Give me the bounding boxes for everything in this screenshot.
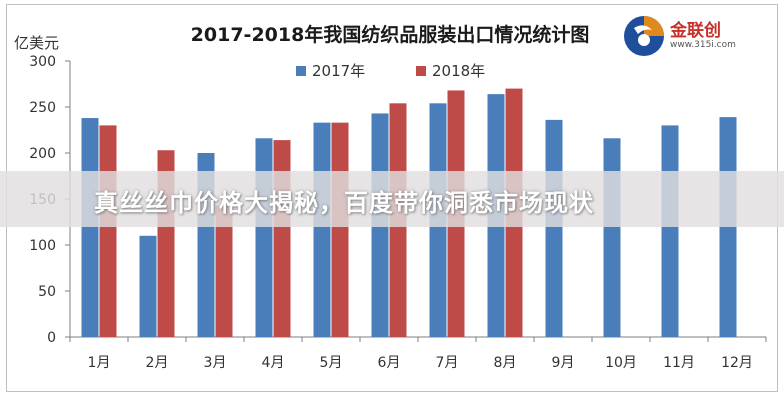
y-tick-label: 50 — [38, 284, 56, 300]
bar-2018 — [273, 140, 291, 337]
legend-label-2018: 2018年 — [432, 62, 486, 80]
y-tick-label: 0 — [47, 330, 56, 346]
x-tick-label: 11月 — [663, 355, 695, 371]
bar-2017 — [545, 119, 563, 337]
bar-2018 — [331, 122, 349, 337]
logo-emblem-icon — [624, 16, 664, 56]
logo-name: 金联创 — [670, 21, 721, 41]
y-tick-label: 300 — [29, 54, 56, 70]
bar-2017 — [603, 138, 621, 337]
x-tick-label: 8月 — [494, 355, 517, 371]
x-tick-label: 7月 — [436, 355, 459, 371]
x-tick-label: 1月 — [88, 355, 111, 371]
x-tick-label: 5月 — [320, 355, 343, 371]
x-tick-label: 3月 — [204, 355, 227, 371]
overlay-banner — [0, 171, 784, 227]
legend-item-2017: 2017年 — [296, 60, 365, 81]
jinlianchuang-logo: 金联创 www.315i.com — [622, 14, 752, 62]
bar-2017 — [255, 138, 273, 337]
overlay-banner-text: 真丝丝巾价格大揭秘，百度带你洞悉市场现状 — [94, 189, 594, 217]
x-tick-label: 4月 — [262, 355, 285, 371]
x-tick-label: 10月 — [605, 355, 637, 371]
chart-title: 2017-2018年我国纺织品服装出口情况统计图 — [190, 24, 590, 46]
bar-2017 — [81, 118, 99, 337]
x-tick-label: 6月 — [378, 355, 401, 371]
legend-swatch-2018 — [416, 65, 426, 76]
y-tick-label: 100 — [29, 238, 56, 254]
bar-2018 — [215, 205, 233, 337]
y-axis-unit-label: 亿美元 — [14, 34, 60, 52]
legend-item-2018: 2018年 — [416, 60, 485, 81]
logo-url: www.315i.com — [670, 40, 736, 50]
x-tick-label: 2月 — [146, 355, 169, 371]
bar-2017 — [719, 117, 737, 338]
y-tick-label: 250 — [29, 100, 56, 116]
y-tick-label: 200 — [29, 146, 56, 162]
bar-2017 — [139, 235, 157, 337]
bar-2017 — [661, 125, 679, 338]
legend-swatch-2017 — [296, 65, 306, 76]
x-tick-label: 12月 — [721, 355, 753, 371]
bar-2017 — [313, 122, 331, 337]
legend-label-2017: 2017年 — [312, 62, 366, 80]
x-tick-label: 9月 — [552, 355, 575, 371]
bar-2018 — [99, 125, 117, 338]
